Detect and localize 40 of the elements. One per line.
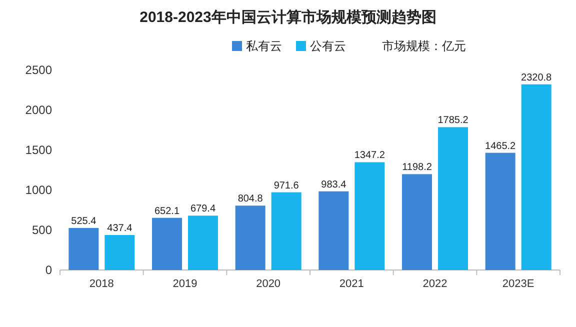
x-tick-label: 2021 xyxy=(339,278,364,290)
data-label: 525.4 xyxy=(71,216,97,227)
bar xyxy=(485,152,516,270)
x-tick-label: 2020 xyxy=(256,278,281,290)
legend-label: 私有云 xyxy=(246,39,282,53)
y-tick-label: 0 xyxy=(45,263,52,277)
data-label: 1198.2 xyxy=(402,162,432,174)
data-label: 652.1 xyxy=(154,206,180,217)
data-label: 983.4 xyxy=(321,179,347,190)
data-label: 804.8 xyxy=(238,194,264,205)
x-tick-label: 2018 xyxy=(89,278,114,290)
bar xyxy=(438,127,468,270)
x-tick-label: 2019 xyxy=(172,278,198,290)
bar xyxy=(152,218,182,270)
y-tick-label: 2500 xyxy=(25,63,52,77)
x-tick-label: 2023E xyxy=(502,278,534,290)
data-label: 437.4 xyxy=(107,223,133,234)
data-label: 1347.2 xyxy=(354,150,386,162)
y-tick-label: 1000 xyxy=(25,183,52,197)
bar xyxy=(354,162,385,270)
x-tick-label: 2022 xyxy=(422,278,448,290)
legend-label: 公有云 xyxy=(310,39,346,53)
bar xyxy=(104,235,135,270)
bar xyxy=(188,216,218,270)
y-tick-label: 500 xyxy=(32,223,52,237)
text: 市场规模：亿元 xyxy=(382,39,466,53)
y-tick-label: 1500 xyxy=(25,143,52,157)
data-label: 971.6 xyxy=(274,180,300,192)
chart-title: 2018-2023年中国云计算市场规模预测趋势图 xyxy=(140,8,436,26)
y-tick-label: 2000 xyxy=(25,103,52,117)
data-label: 1785.2 xyxy=(438,115,469,126)
bar xyxy=(271,192,302,270)
bar xyxy=(318,191,349,270)
bar xyxy=(402,174,432,270)
data-label: 679.4 xyxy=(190,204,216,215)
bar xyxy=(521,84,552,270)
bar xyxy=(68,228,99,270)
bar xyxy=(235,206,266,270)
data-label: 2320.8 xyxy=(521,72,552,84)
data-label: 1465.2 xyxy=(485,140,516,152)
